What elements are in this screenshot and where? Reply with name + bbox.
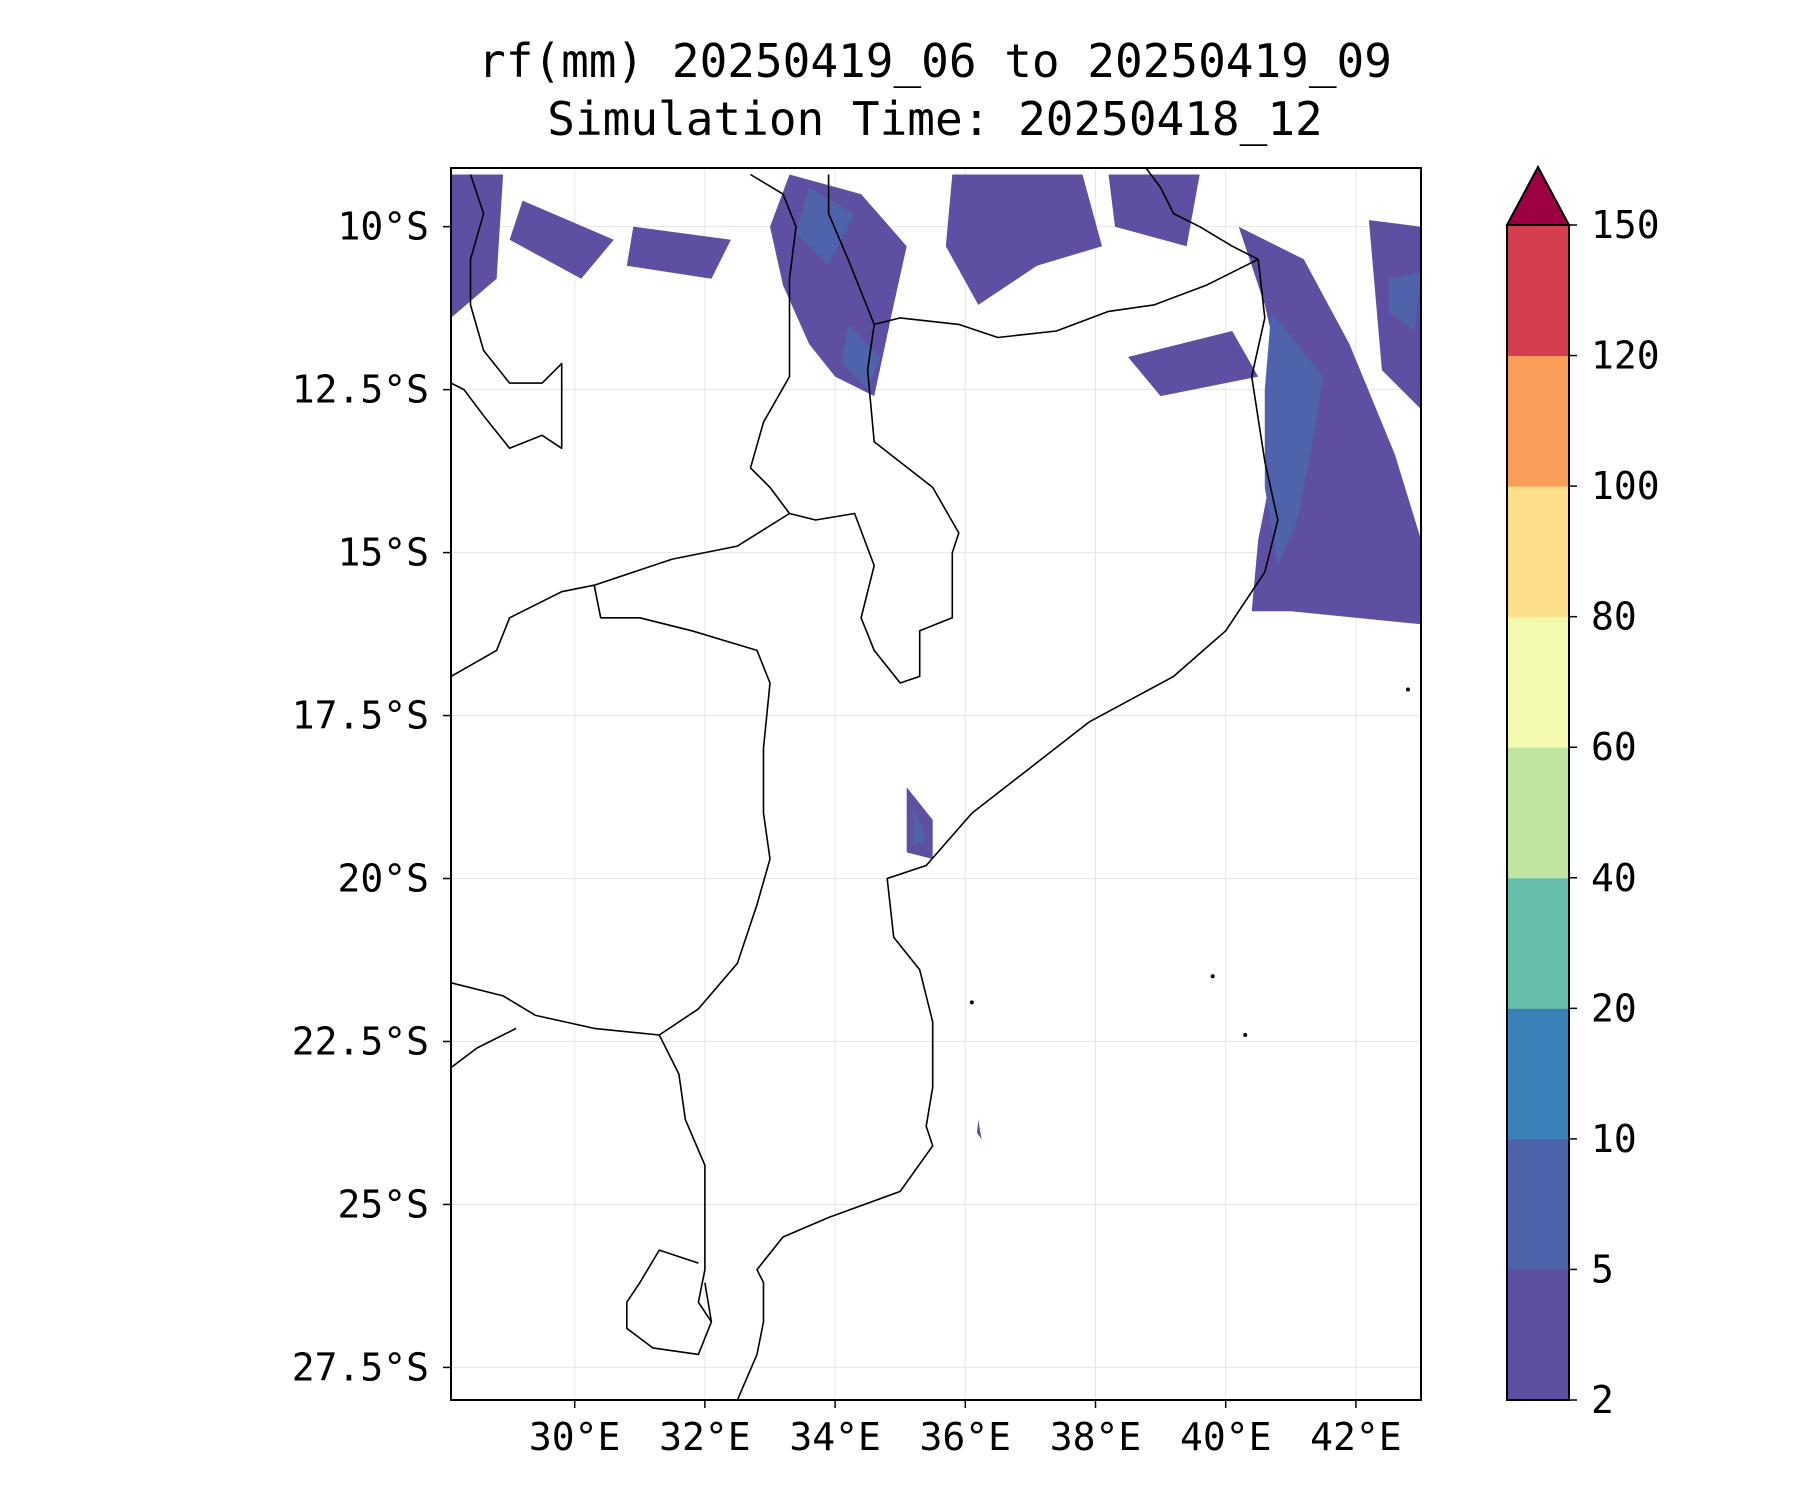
tanzania-mozambique-border xyxy=(874,258,1259,339)
title-line-2: Simulation Time: 20250418_12 xyxy=(547,92,1323,146)
rain-region-5-10mm xyxy=(913,806,927,846)
rain-region-2-5mm xyxy=(451,174,504,318)
y-tick-label: 12.5°S xyxy=(292,368,429,412)
y-tick-label: 22.5°S xyxy=(292,1019,429,1063)
y-tick-label: 15°S xyxy=(337,531,429,575)
botswana-south-africa-border xyxy=(451,1027,517,1069)
colorbar-frame xyxy=(1506,224,1570,1401)
colorbar-tick-label: 60 xyxy=(1591,725,1637,769)
colorbar-tick-label: 40 xyxy=(1591,856,1637,900)
colorbar-extend-arrow xyxy=(1505,164,1571,226)
colorbar-tick-label: 20 xyxy=(1591,986,1637,1030)
rain-region-2-5mm xyxy=(1108,174,1200,247)
rain-region-2-5mm xyxy=(509,200,614,279)
rainfall-contours xyxy=(451,174,1421,1140)
colorbar-tick-label: 5 xyxy=(1591,1247,1614,1291)
colorbar-segment xyxy=(1507,486,1569,618)
zimbabwe-south-africa-border xyxy=(451,982,660,1036)
rain-region-5-10mm xyxy=(1264,311,1324,566)
x-tick-label: 32°E xyxy=(659,1415,751,1459)
x-tick-label: 38°E xyxy=(1050,1415,1142,1459)
zambia-mozambique-border xyxy=(593,512,790,586)
zimbabwe-mozambique-border xyxy=(593,585,771,1036)
colorbar: 2 5 10 20 40 60 80 100 120 150 xyxy=(1505,164,1660,1422)
island-marker xyxy=(1243,1032,1248,1037)
mozambique-coast xyxy=(736,259,1279,1400)
colorbar-segment xyxy=(1507,1269,1569,1401)
plot-frame xyxy=(450,167,1422,1401)
chart-title: rf(mm) 20250419_06 to 20250419_09 Simula… xyxy=(0,32,1800,148)
axes: 30°E 32°E 34°E 36°E 38°E 40°E 42°E 10°S 12.5°S 15… xyxy=(292,205,1402,1459)
colorbar-tick-label: 100 xyxy=(1591,464,1660,508)
y-tick-label: 10°S xyxy=(337,205,429,249)
island-marker xyxy=(1210,974,1215,979)
colorbar-tick-label: 10 xyxy=(1591,1117,1637,1161)
colorbar-tick-label: 2 xyxy=(1591,1378,1614,1422)
country-borders xyxy=(451,168,1410,1400)
x-tick-label: 36°E xyxy=(920,1415,1012,1459)
rain-region-5-10mm xyxy=(841,324,881,390)
eswatini-border xyxy=(625,1249,713,1356)
y-tick-label: 27.5°S xyxy=(292,1345,429,1389)
colorbar-tick-label: 80 xyxy=(1591,595,1637,639)
south-africa-mozambique-border xyxy=(658,1034,713,1323)
colorbar-segment xyxy=(1507,616,1569,748)
y-tick-label: 20°S xyxy=(337,857,429,901)
island-marker xyxy=(1405,687,1410,692)
x-tick-label: 42°E xyxy=(1310,1415,1402,1459)
y-tick-label: 17.5°S xyxy=(292,694,429,738)
rain-region-2-5mm xyxy=(945,174,1102,305)
x-tick-label: 40°E xyxy=(1180,1415,1272,1459)
colorbar-segment xyxy=(1507,1008,1569,1140)
rain-region-2-5mm xyxy=(626,226,731,279)
malawi-border xyxy=(749,173,960,684)
colorbar-segment xyxy=(1507,355,1569,487)
x-tick-label: 30°E xyxy=(529,1415,621,1459)
rain-region-2-5mm xyxy=(1128,331,1259,397)
zambia-drc-border xyxy=(451,174,563,450)
island-marker xyxy=(969,1000,974,1005)
colorbar-segment xyxy=(1507,877,1569,1009)
zambia-zimbabwe-border xyxy=(451,584,595,678)
colorbar-segment xyxy=(1507,1138,1569,1270)
rain-region-5-10mm xyxy=(796,187,855,266)
colorbar-segment xyxy=(1507,225,1569,357)
tanzania-coast xyxy=(1144,168,1259,261)
y-tick-label: 25°S xyxy=(337,1182,429,1226)
colorbar-segment xyxy=(1507,747,1569,879)
x-tick-label: 34°E xyxy=(789,1415,881,1459)
colorbar-tick-label: 120 xyxy=(1591,334,1660,378)
rain-region-2-5mm xyxy=(977,1119,982,1140)
colorbar-tick-label: 150 xyxy=(1591,203,1660,247)
rain-region-5-10mm xyxy=(1388,272,1421,331)
title-line-1: rf(mm) 20250419_06 to 20250419_09 xyxy=(478,34,1392,88)
